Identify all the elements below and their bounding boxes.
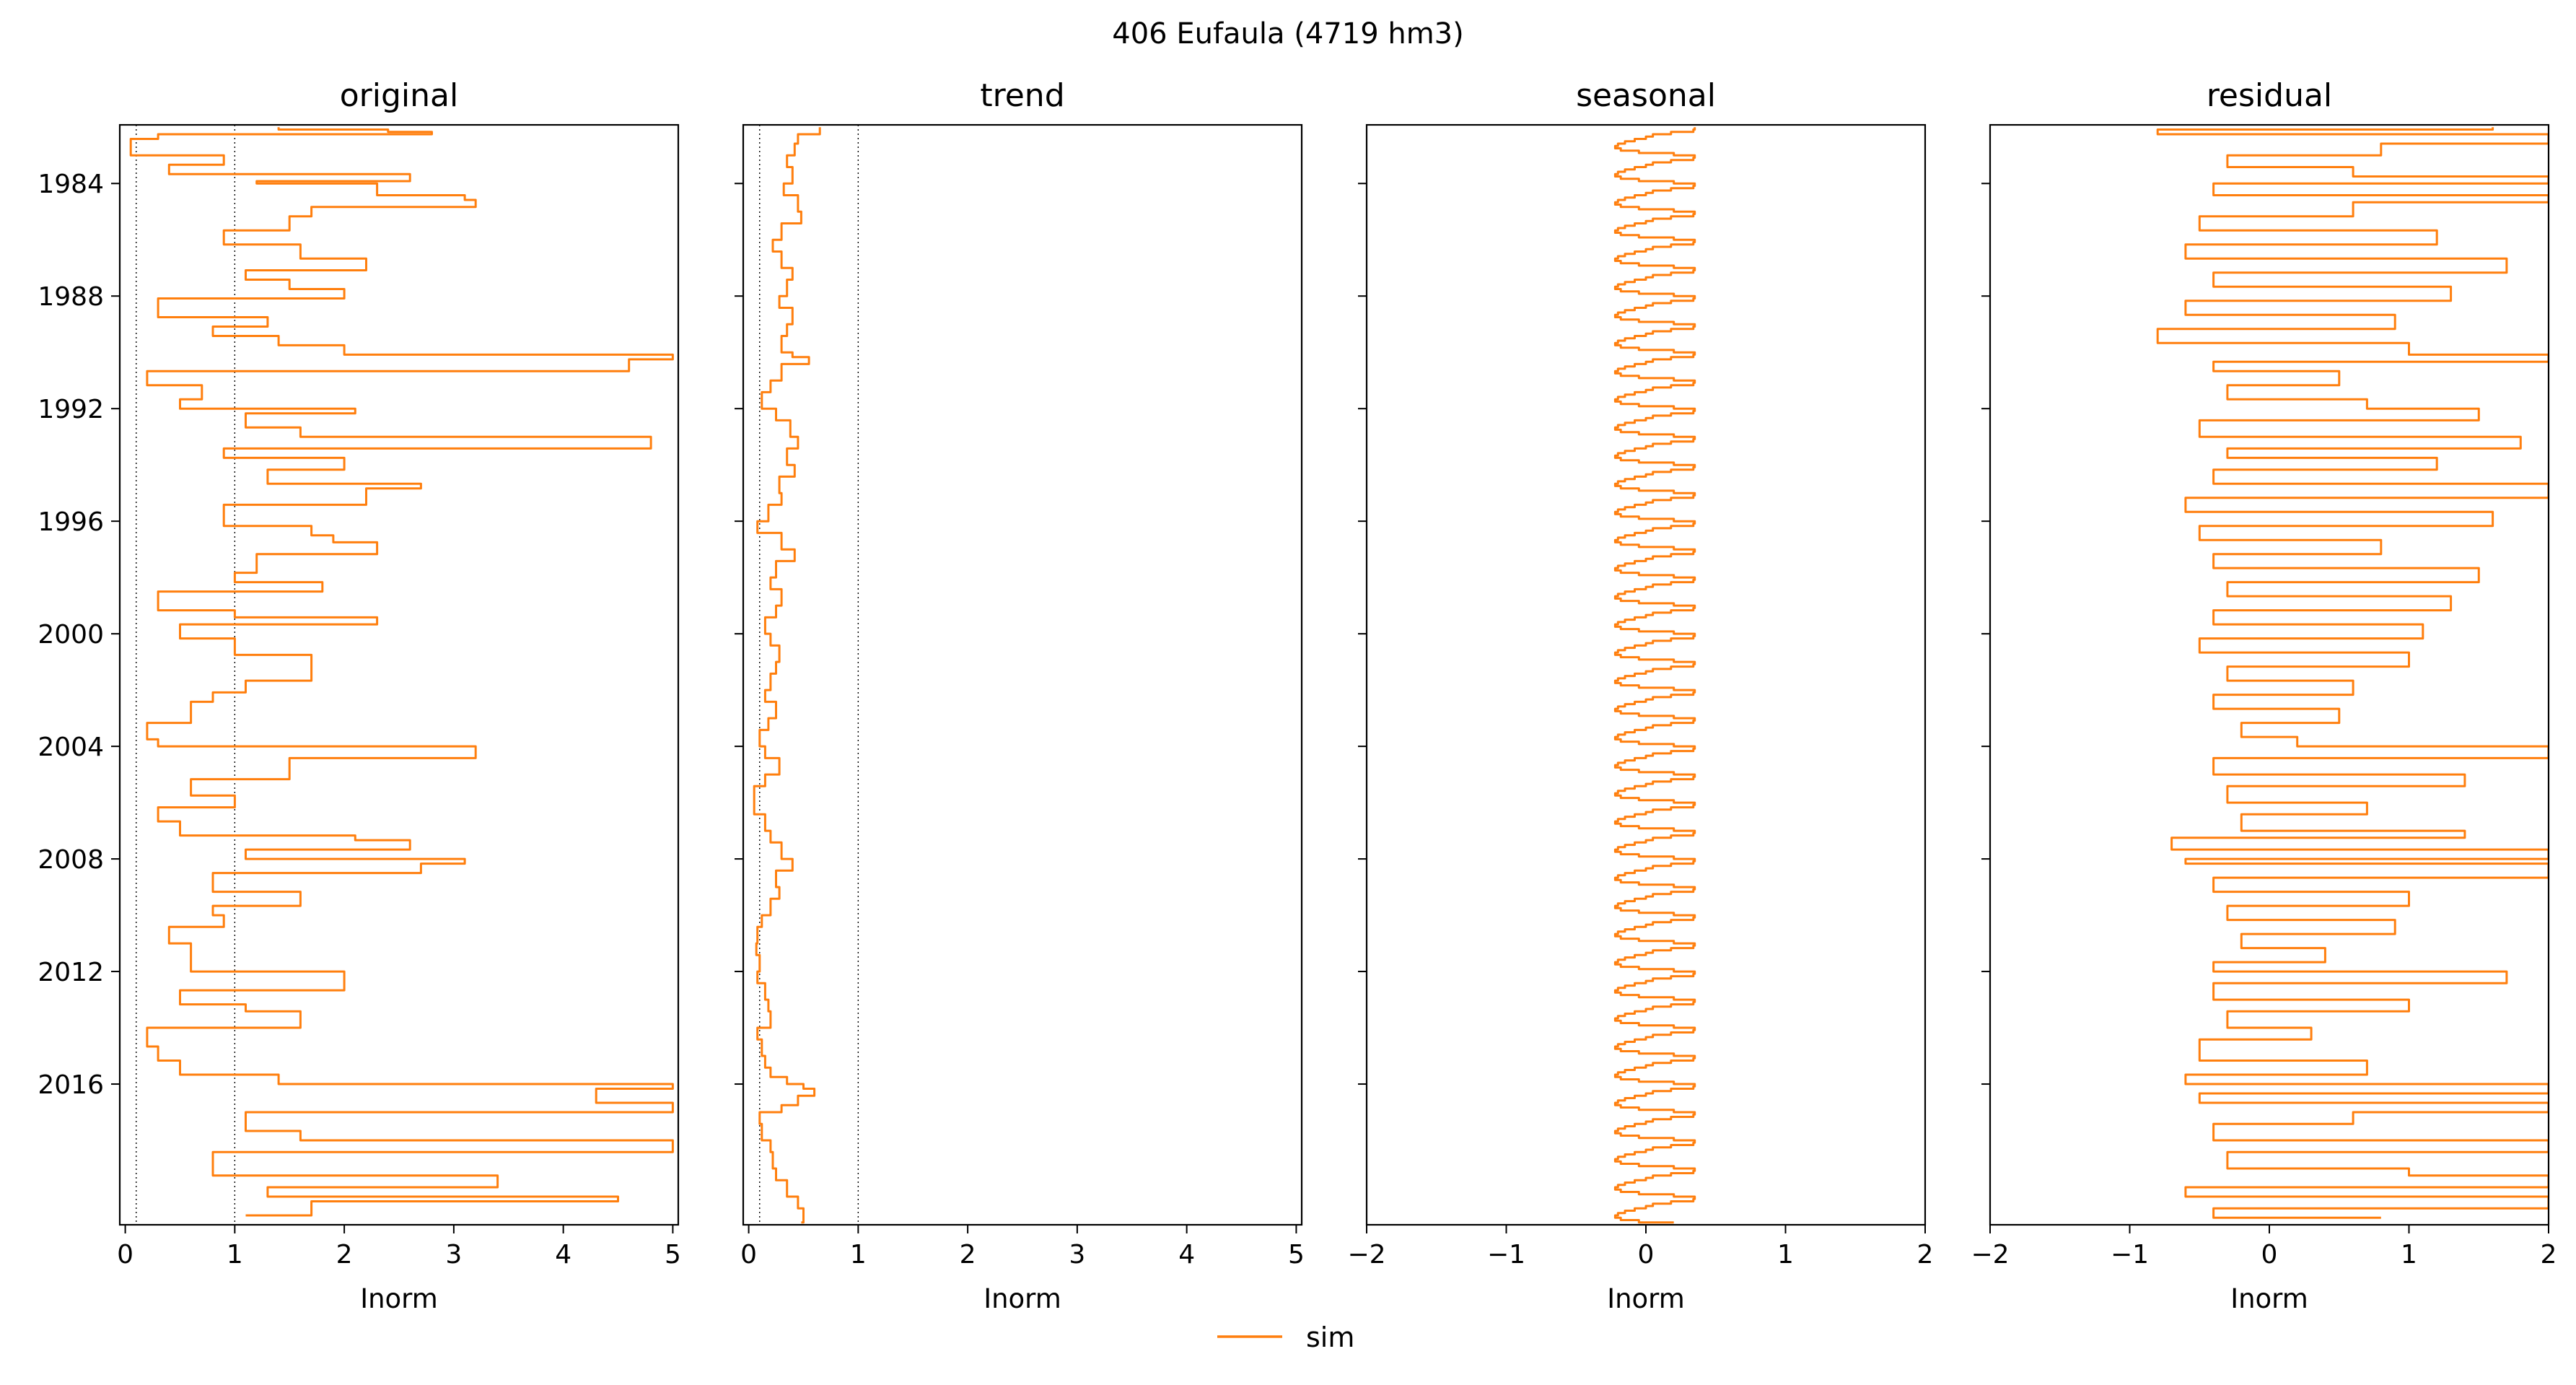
y-tick-label: 1988	[38, 282, 104, 312]
legend: sim	[1217, 1321, 1354, 1353]
x-tick-label: 2	[2541, 1240, 2557, 1270]
x-tick-label: 0	[117, 1240, 133, 1270]
x-tick-label: 5	[1288, 1240, 1305, 1270]
x-tick-label: 3	[1069, 1240, 1085, 1270]
x-tick-label: 2	[1917, 1240, 1934, 1270]
axes-frame	[118, 123, 680, 1226]
x-tick-label: 2	[960, 1240, 976, 1270]
subplot-title: original	[340, 77, 458, 114]
x-tick-label: 2	[336, 1240, 353, 1270]
y-tick-label: 2004	[38, 733, 104, 762]
x-tick-label: 4	[1178, 1240, 1195, 1270]
x-tick-label: 0	[1638, 1240, 1655, 1270]
x-tick-label: 0	[2261, 1240, 2278, 1270]
y-tick-label: 2016	[38, 1070, 104, 1100]
y-tick-label: 1984	[38, 170, 104, 199]
subplot-title: seasonal	[1576, 77, 1716, 114]
x-axis-label: Inorm	[360, 1283, 438, 1314]
subplot-title: trend	[980, 77, 1064, 114]
x-tick-label: 3	[445, 1240, 462, 1270]
series-line-sim	[1613, 127, 1696, 1224]
x-tick-label: −2	[1971, 1240, 2009, 1270]
subplot-trend: trend 0 1 2 3 4 5 Inorm	[735, 77, 1305, 1314]
x-tick-label: −1	[2111, 1240, 2149, 1270]
series-line-sim	[2156, 127, 2549, 1219]
axes-frame	[1365, 123, 1927, 1226]
series-line-sim	[129, 127, 674, 1217]
y-tick-label: 1996	[38, 507, 104, 537]
x-tick-label: 1	[850, 1240, 867, 1270]
figure-suptitle: 406 Eufaula (4719 hm3)	[1112, 17, 1463, 51]
x-tick-label: 1	[2401, 1240, 2417, 1270]
x-tick-label: −2	[1347, 1240, 1385, 1270]
x-axis-label: Inorm	[1607, 1283, 1685, 1314]
axes-frame	[742, 123, 1303, 1226]
x-tick-label: 1	[1777, 1240, 1794, 1270]
legend-label-sim: sim	[1306, 1321, 1354, 1353]
x-tick-label: 1	[227, 1240, 243, 1270]
subplot-original: original 0 1 2 3 4 5 Inorm 1984 1988 1992 1996 2000 2…	[38, 77, 680, 1314]
x-axis-label: Inorm	[983, 1283, 1061, 1314]
subplot-title: residual	[2207, 77, 2332, 114]
series-line-sim	[753, 127, 821, 1224]
x-tick-label: 0	[740, 1240, 757, 1270]
subplot-seasonal: seasonal −2 −1 0 1 2 Inorm	[1347, 77, 1933, 1314]
y-tick-label: 2008	[38, 845, 104, 875]
subplot-residual: residual −2 −1 0 1 2 Inorm	[1971, 77, 2557, 1314]
y-tick-label: 2000	[38, 620, 104, 650]
x-tick-label: 4	[555, 1240, 571, 1270]
x-axis-label: Inorm	[2230, 1283, 2308, 1314]
y-tick-label: 2012	[38, 958, 104, 987]
y-tick-label: 1992	[38, 395, 104, 424]
x-tick-label: −1	[1487, 1240, 1525, 1270]
x-tick-label: 5	[665, 1240, 681, 1270]
